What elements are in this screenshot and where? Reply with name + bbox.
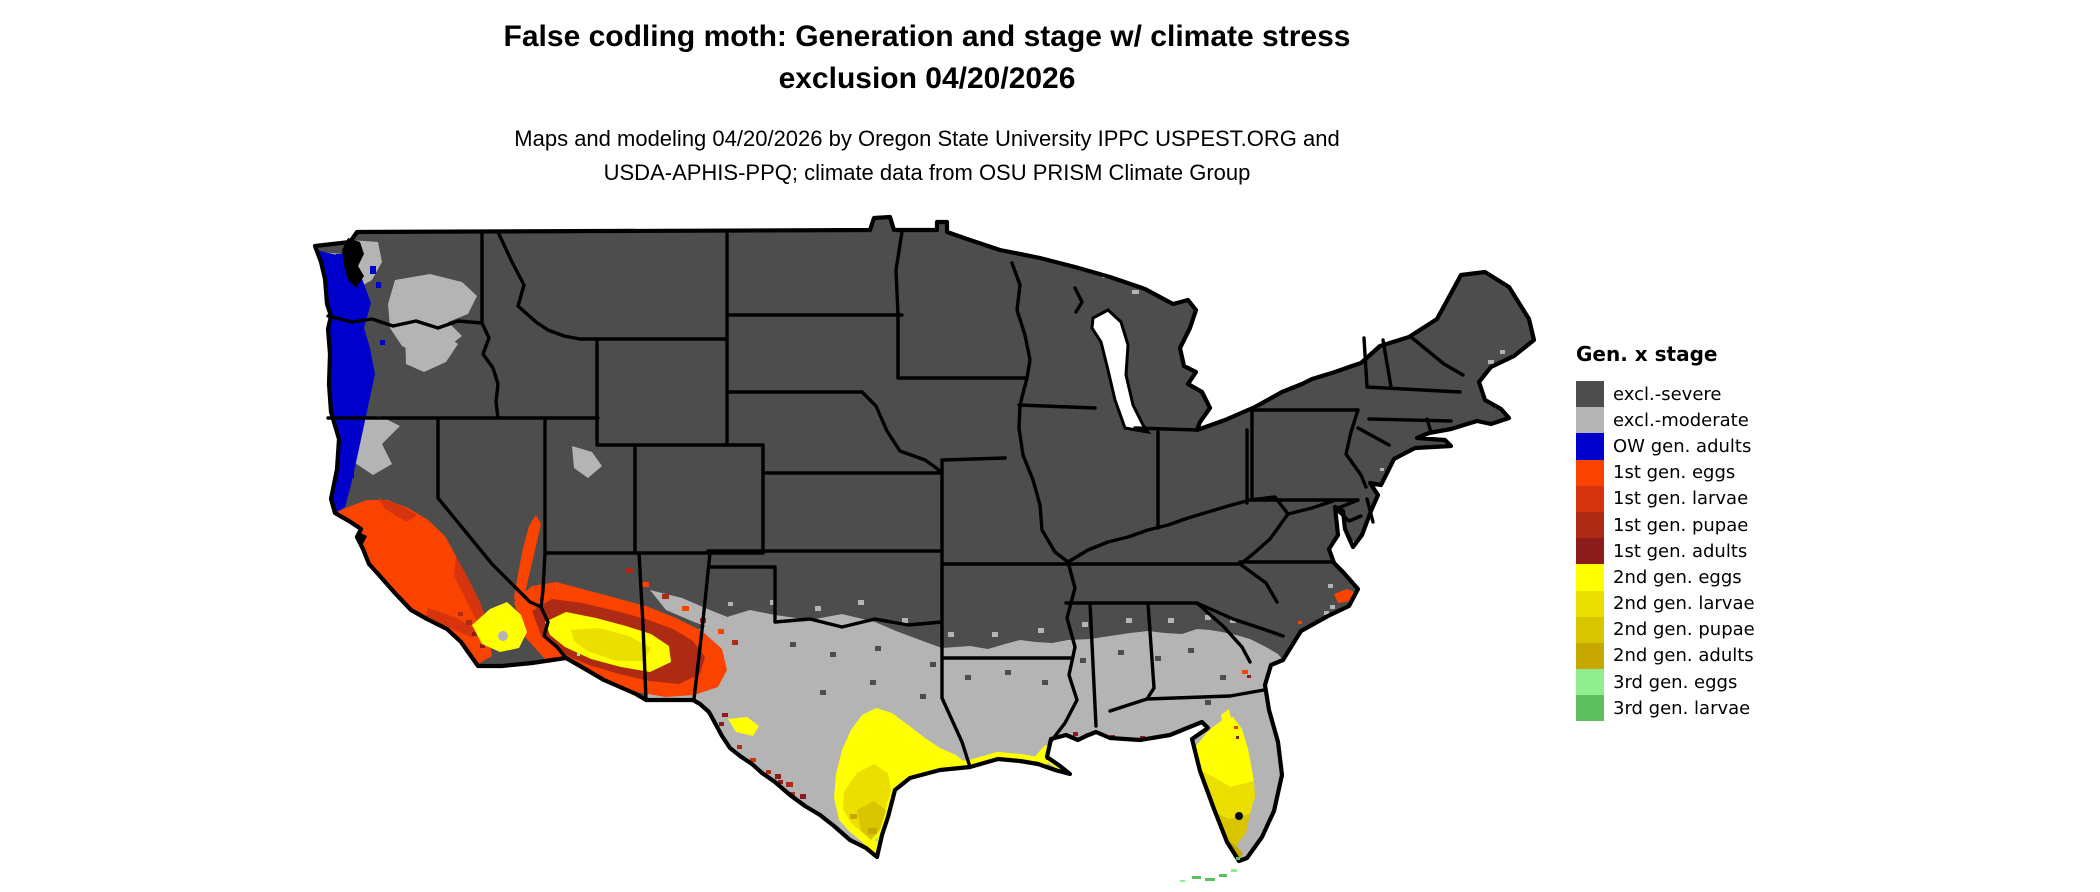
legend: Gen. x stage excl.-severe excl.-moderate O…: [1576, 342, 1755, 722]
legend-label-g1_eggs: 1st gen. eggs: [1613, 462, 1736, 484]
legend-swatch-g1_pupae: [1576, 511, 1604, 539]
legend-swatch-g2_larvae: [1576, 590, 1604, 617]
legend-item-g1_pupae: 1st gen. pupae: [1576, 511, 1755, 539]
legend-item-g2_adults: 2nd gen. adults: [1576, 642, 1755, 670]
legend-swatch-excl_severe: [1576, 381, 1604, 408]
lake-okeechobee: [1235, 812, 1243, 820]
legend-item-g1_eggs: 1st gen. eggs: [1576, 459, 1755, 486]
legend-swatch-g3_larvae: [1576, 695, 1604, 722]
map-raster-overlays: [316, 240, 1505, 861]
legend-swatch-g1_adults: [1576, 538, 1604, 565]
legend-swatch-g2_eggs: [1576, 564, 1604, 591]
map-title: False codling moth: Generation and stage…: [227, 16, 1627, 100]
legend-label-excl_moderate: excl.-moderate: [1613, 409, 1749, 431]
legend-item-g1_larvae: 1st gen. larvae: [1576, 485, 1755, 512]
legend-label-g3_larvae: 3rd gen. larvae: [1613, 697, 1751, 719]
map-subtitle: Maps and modeling 04/20/2026 by Oregon S…: [227, 122, 1627, 190]
legend-label-g3_eggs: 3rd gen. eggs: [1613, 671, 1738, 693]
legend-item-ow_adults: OW gen. adults: [1576, 433, 1755, 460]
region-nm-az-band: [650, 590, 780, 646]
legend-label-ow_adults: OW gen. adults: [1613, 435, 1752, 457]
legend-swatch-g2_pupae: [1576, 616, 1604, 643]
legend-label-g1_pupae: 1st gen. pupae: [1613, 514, 1749, 536]
legend-item-g3_larvae: 3rd gen. larvae: [1576, 695, 1755, 722]
legend-swatch-ow_adults: [1576, 433, 1604, 460]
legend-label-g2_eggs: 2nd gen. eggs: [1613, 566, 1742, 588]
map-title-line2: exclusion 04/20/2026: [778, 62, 1076, 95]
map-subtitle-line1: Maps and modeling 04/20/2026 by Oregon S…: [514, 126, 1340, 151]
legend-label-g1_larvae: 1st gen. larvae: [1613, 488, 1749, 510]
legend-title: Gen. x stage: [1576, 342, 1718, 366]
legend-label-g2_pupae: 2nd gen. pupae: [1613, 619, 1755, 641]
nation-outline: [312, 214, 1537, 864]
us-map: [312, 214, 1537, 882]
legend-item-g2_eggs: 2nd gen. eggs: [1576, 564, 1755, 591]
legend-item-g2_pupae: 2nd gen. pupae: [1576, 616, 1755, 643]
legend-swatch-excl_moderate: [1576, 407, 1604, 434]
florida-keys: [1180, 857, 1240, 882]
legend-swatch-g3_eggs: [1576, 669, 1604, 696]
legend-swatch-g1_eggs: [1576, 459, 1604, 486]
legend-item-g3_eggs: 3rd gen. eggs: [1576, 669, 1755, 696]
legend-item-excl_moderate: excl.-moderate: [1576, 407, 1755, 434]
legend-label-g2_adults: 2nd gen. adults: [1613, 645, 1754, 667]
region-fl-2nd-eggs: [1196, 717, 1254, 787]
legend-items: excl.-severe excl.-moderate OW gen. adults…: [1576, 381, 1755, 722]
map-subtitle-line2: USDA-APHIS-PPQ; climate data from OSU PR…: [603, 160, 1251, 185]
legend-label-g2_larvae: 2nd gen. larvae: [1613, 593, 1755, 615]
legend-swatch-g2_adults: [1576, 642, 1604, 670]
salton-sea: [498, 631, 508, 641]
region-ow-adults-coast: [316, 250, 375, 513]
state-borders: [326, 230, 1465, 769]
legend-label-g1_adults: 1st gen. adults: [1613, 540, 1748, 562]
puget-sound: [342, 238, 364, 288]
map-title-line1: False codling moth: Generation and stage…: [503, 20, 1351, 53]
legend-item-excl_severe: excl.-severe: [1576, 381, 1755, 408]
legend-swatch-g1_larvae: [1576, 485, 1604, 512]
region-excl-moderate-south: [646, 610, 1283, 861]
legend-item-g1_adults: 1st gen. adults: [1576, 538, 1755, 565]
legend-label-excl_severe: excl.-severe: [1613, 383, 1722, 405]
legend-item-g2_larvae: 2nd gen. larvae: [1576, 590, 1755, 617]
